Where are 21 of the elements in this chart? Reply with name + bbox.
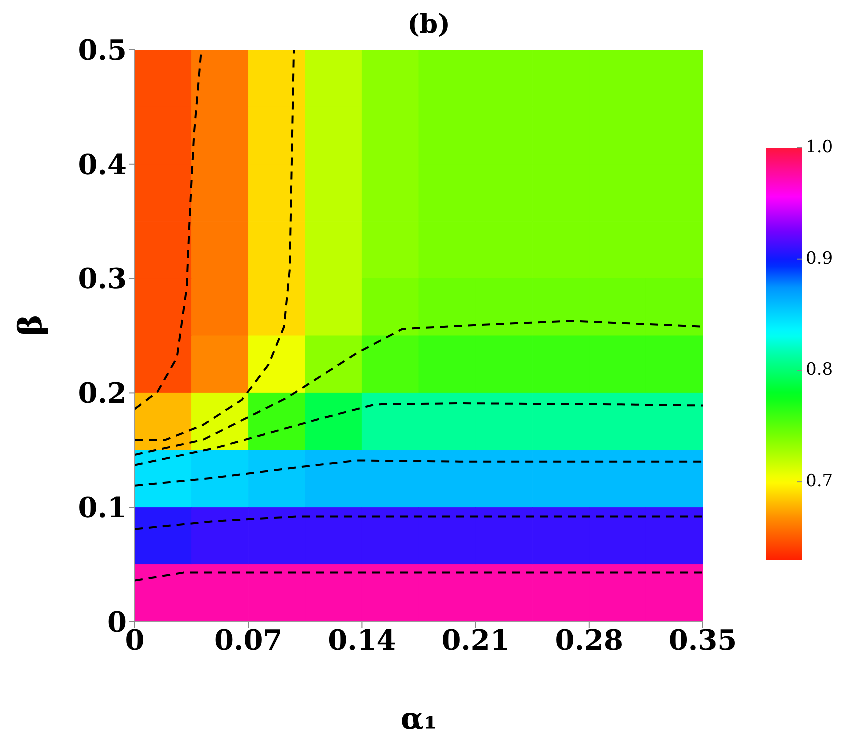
chart-title: (b) xyxy=(406,10,452,40)
y-tick-label: 0.2 xyxy=(78,377,127,410)
x-tick-label: 0.07 xyxy=(214,624,283,657)
x-tick-label: 0.14 xyxy=(328,624,396,657)
x-tick-label: 0.28 xyxy=(555,624,624,657)
y-axis-title: β xyxy=(11,314,50,336)
line-series xyxy=(135,50,296,442)
y-tick-label: 0.1 xyxy=(78,492,127,525)
line-series xyxy=(135,460,703,487)
color-bar-label: 0.8 xyxy=(806,360,834,380)
y-tick-label: 0.3 xyxy=(78,262,127,296)
color-bar-label: 0.9 xyxy=(806,248,834,269)
x-tick-label: 0.35 xyxy=(668,624,738,657)
y-tick-label: 0.4 xyxy=(78,148,127,182)
x-axis-title: α₁ xyxy=(400,702,438,737)
line-series xyxy=(135,320,703,456)
color-bar-label: 0.7 xyxy=(806,471,834,492)
line-series xyxy=(135,402,703,466)
x-tick-label: 0.21 xyxy=(442,624,510,657)
color-bar-label: 1.0 xyxy=(806,137,834,158)
y-tick-label: 0.5 xyxy=(78,34,127,67)
